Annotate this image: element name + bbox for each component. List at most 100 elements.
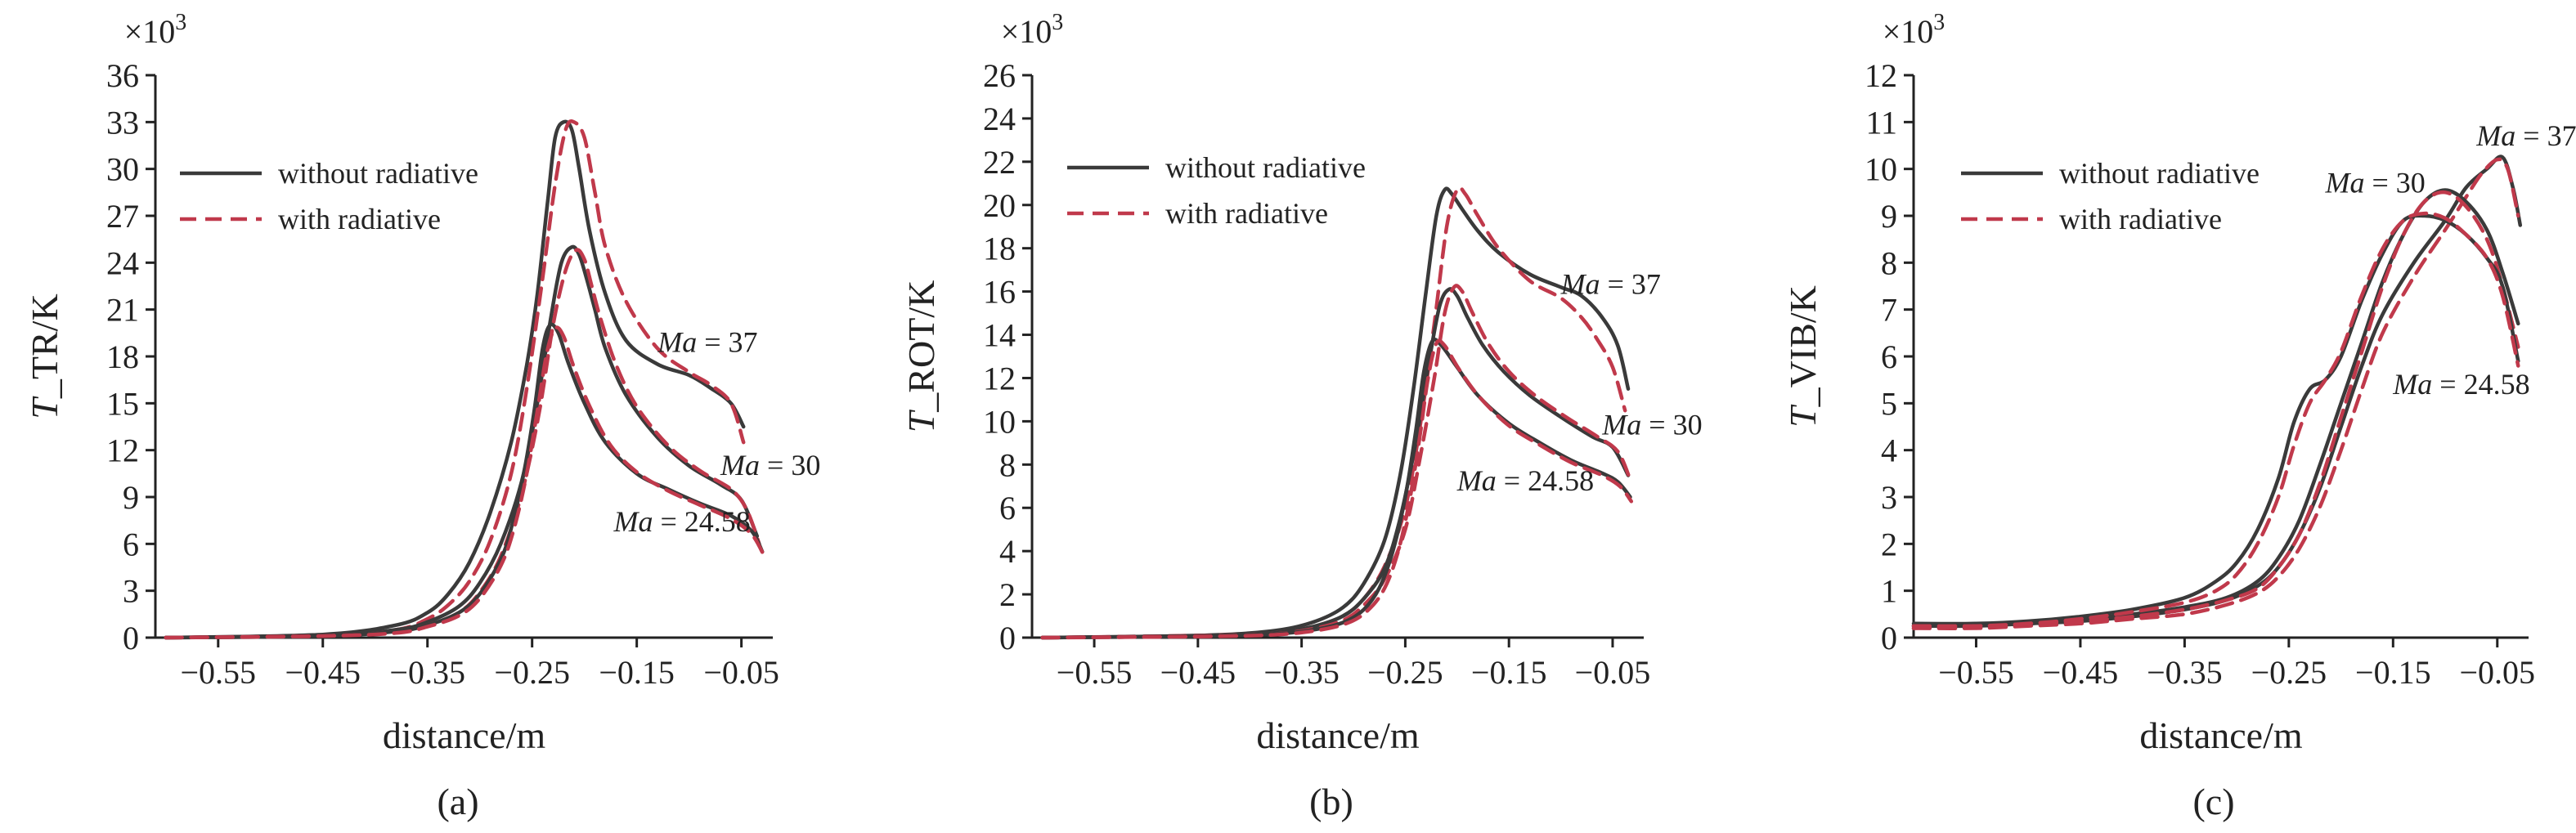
legend-label: without radiative bbox=[278, 157, 478, 190]
y-tick-label: 0 bbox=[1881, 620, 1897, 656]
y-tick-label: 36 bbox=[106, 57, 139, 94]
y-tick-label: 12 bbox=[983, 360, 1016, 396]
mach-value: = 30 bbox=[2364, 166, 2425, 199]
mach-annotation: Ma = 24.58 bbox=[2392, 368, 2529, 401]
series-line-with-radiative bbox=[1911, 211, 2520, 629]
x-axis-title: distance/m bbox=[383, 714, 545, 756]
y-tick-label: 4 bbox=[999, 533, 1016, 570]
y-tick-label: 21 bbox=[106, 292, 139, 329]
x-tick-label: −0.35 bbox=[389, 654, 465, 691]
mach-annotation: Ma = 24.58 bbox=[613, 505, 750, 538]
y-tick-label: 15 bbox=[106, 385, 139, 422]
y-tick-label: 9 bbox=[1881, 198, 1897, 235]
x-tick-label: −0.35 bbox=[2147, 654, 2223, 691]
y-tick-label: 6 bbox=[999, 490, 1016, 526]
mach-symbol: Ma bbox=[657, 325, 697, 358]
y-tick-label: 8 bbox=[999, 446, 1016, 483]
y-multiplier-label: ×103 bbox=[1001, 10, 1064, 50]
mach-value: = 37 bbox=[697, 325, 757, 358]
legend-label: with radiative bbox=[278, 203, 441, 235]
y-multiplier-exponent: 3 bbox=[175, 10, 186, 35]
x-tick-label: −0.05 bbox=[1575, 654, 1651, 691]
mach-annotation: Ma = 37 bbox=[1560, 267, 1661, 300]
y-tick-label: 3 bbox=[123, 573, 139, 610]
series-line-with-radiative bbox=[1911, 190, 2520, 630]
y-tick-label: 24 bbox=[983, 101, 1016, 137]
x-tick-label: −0.45 bbox=[285, 654, 361, 691]
y-axis-title: T_TR/K bbox=[24, 293, 65, 419]
y-tick-label: 2 bbox=[1881, 526, 1897, 562]
x-tick-label: −0.25 bbox=[1367, 654, 1443, 691]
series-line-without-radiative bbox=[1040, 287, 1631, 640]
mach-value: = 37 bbox=[2515, 119, 2576, 152]
y-axis-title-text: _ROT/K bbox=[900, 280, 942, 413]
mach-value: = 24.58 bbox=[653, 505, 750, 538]
mach-symbol: Ma bbox=[1601, 408, 1641, 441]
x-tick-label: −0.05 bbox=[703, 654, 779, 691]
y-tick-label: 1 bbox=[1881, 573, 1897, 610]
mach-symbol: Ma bbox=[2392, 368, 2432, 401]
series-line-without-radiative bbox=[1040, 186, 1631, 640]
y-tick-label: 18 bbox=[106, 338, 139, 375]
y-tick-label: 9 bbox=[123, 479, 139, 516]
x-tick-label: −0.15 bbox=[1471, 654, 1547, 691]
mach-symbol: Ma bbox=[1456, 464, 1497, 497]
y-axis-title-text: _VIB/K bbox=[1782, 285, 1824, 407]
y-multiplier-exponent: 3 bbox=[1933, 10, 1945, 35]
legend-label: without radiative bbox=[1165, 151, 1366, 184]
y-tick-label: 16 bbox=[983, 274, 1016, 311]
series-line-with-radiative bbox=[1911, 157, 2520, 630]
legend-label: with radiative bbox=[2059, 203, 2222, 235]
y-multiplier-label: ×103 bbox=[124, 10, 187, 50]
x-tick-label: −0.45 bbox=[1160, 654, 1236, 691]
mach-symbol: Ma bbox=[2475, 119, 2515, 152]
y-tick-label: 0 bbox=[123, 620, 139, 656]
series-line-with-radiative bbox=[164, 248, 761, 640]
x-tick-label: −0.55 bbox=[1057, 654, 1133, 691]
legend-label: without radiative bbox=[2059, 157, 2260, 190]
x-tick-label: −0.55 bbox=[180, 654, 256, 691]
series-line-without-radiative bbox=[164, 244, 760, 640]
panel-label: (b) bbox=[1309, 781, 1353, 822]
series-line-without-radiative bbox=[164, 119, 746, 640]
panel-label: (c) bbox=[2192, 781, 2234, 822]
x-tick-label: −0.35 bbox=[1263, 654, 1340, 691]
mach-symbol: Ma bbox=[2324, 166, 2364, 199]
y-axis-title-symbol: T bbox=[900, 409, 942, 432]
y-tick-label: 12 bbox=[1865, 57, 1897, 94]
x-tick-label: −0.15 bbox=[2355, 654, 2431, 691]
y-tick-label: 4 bbox=[1881, 432, 1897, 469]
y-tick-label: 18 bbox=[983, 231, 1016, 267]
mach-annotation: Ma = 37 bbox=[2475, 119, 2576, 152]
y-tick-label: 6 bbox=[123, 526, 139, 562]
panel-label: (a) bbox=[437, 781, 478, 822]
mach-value: = 30 bbox=[760, 449, 820, 481]
y-tick-label: 3 bbox=[1881, 479, 1897, 516]
y-tick-label: 8 bbox=[1881, 244, 1897, 281]
y-tick-label: 10 bbox=[983, 403, 1016, 440]
mach-annotation: Ma = 30 bbox=[1601, 408, 1702, 441]
y-tick-label: 26 bbox=[983, 57, 1016, 94]
y-tick-label: 14 bbox=[983, 317, 1016, 354]
y-tick-label: 30 bbox=[106, 151, 139, 188]
x-axis-title: distance/m bbox=[1256, 714, 1419, 756]
series-line-with-radiative bbox=[1040, 186, 1627, 640]
y-tick-label: 20 bbox=[983, 187, 1016, 224]
y-tick-label: 0 bbox=[999, 620, 1016, 656]
x-tick-label: −0.25 bbox=[494, 654, 570, 691]
mach-symbol: Ma bbox=[720, 449, 760, 481]
x-tick-label: −0.45 bbox=[2043, 654, 2119, 691]
y-tick-label: 6 bbox=[1881, 338, 1897, 375]
x-axis-title: distance/m bbox=[2139, 714, 2302, 756]
mach-annotation: Ma = 24.58 bbox=[1456, 464, 1594, 497]
y-tick-label: 24 bbox=[106, 244, 139, 281]
y-tick-label: 2 bbox=[999, 576, 1016, 613]
mach-value: = 24.58 bbox=[1497, 464, 1594, 497]
series-line-without-radiative bbox=[1911, 188, 2520, 628]
y-multiplier-exponent: 3 bbox=[1052, 10, 1063, 35]
mach-annotation: Ma = 30 bbox=[720, 449, 820, 481]
series-line-with-radiative bbox=[164, 325, 767, 640]
